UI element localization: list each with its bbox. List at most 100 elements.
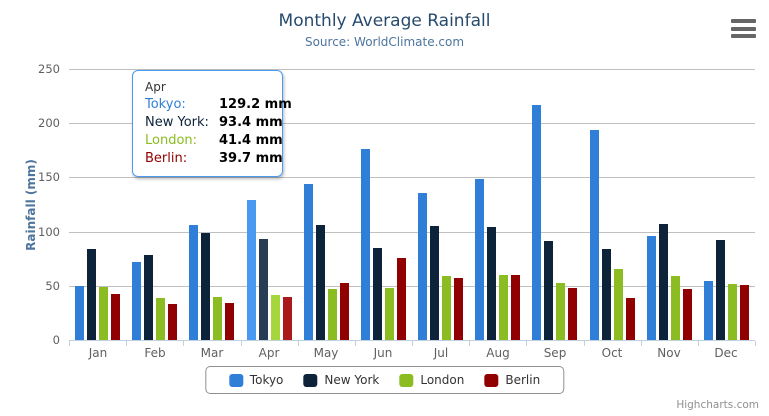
bar-new-york-nov[interactable] — [659, 224, 668, 340]
bar-london-jun[interactable] — [385, 288, 394, 340]
x-axis-tick — [526, 341, 527, 346]
bar-berlin-dec[interactable] — [740, 285, 749, 340]
bar-london-dec[interactable] — [728, 284, 737, 340]
x-axis-tick — [584, 341, 585, 346]
tooltip-series-value: 93.4 mm — [219, 115, 283, 130]
legend-item-tokyo[interactable]: Tokyo — [228, 373, 284, 387]
x-axis-tick — [241, 341, 242, 346]
tooltip-series-value: 39.7 mm — [219, 151, 283, 166]
x-axis-tick — [698, 341, 699, 346]
bar-london-may[interactable] — [328, 289, 337, 340]
bar-berlin-feb[interactable] — [168, 304, 177, 340]
tooltip-series-label: Berlin: — [145, 151, 188, 166]
bar-tokyo-jan[interactable] — [75, 286, 84, 340]
gridline-50 — [69, 286, 755, 287]
tooltip-series-value: 41.4 mm — [219, 133, 283, 148]
x-axis-tick — [755, 341, 756, 346]
bar-tokyo-mar[interactable] — [189, 225, 198, 340]
x-axis-label-dec: Dec — [714, 346, 738, 360]
legend-item-berlin[interactable]: Berlin — [484, 373, 540, 387]
x-axis-label-jun: Jun — [373, 346, 393, 360]
bar-berlin-mar[interactable] — [225, 303, 234, 340]
bar-new-york-oct[interactable] — [602, 249, 611, 340]
x-axis-label-jan: Jan — [88, 346, 108, 360]
bar-london-sep[interactable] — [556, 283, 565, 340]
bar-new-york-may[interactable] — [316, 225, 325, 340]
tooltip-row-london: London: 41.4 mm — [145, 132, 283, 150]
gridline-250 — [69, 69, 755, 70]
x-axis-tick — [355, 341, 356, 346]
bar-new-york-jun[interactable] — [373, 248, 382, 340]
legend-item-london[interactable]: London — [399, 373, 464, 387]
y-axis-label-250: 250 — [38, 62, 60, 76]
x-axis-label-may: May — [313, 346, 339, 360]
bar-new-york-jan[interactable] — [87, 249, 96, 340]
bar-berlin-oct[interactable] — [626, 298, 635, 340]
bar-tokyo-feb[interactable] — [132, 262, 141, 340]
tooltip-series-label: Tokyo: — [145, 97, 186, 112]
x-axis-tick — [298, 341, 299, 346]
bar-tokyo-oct[interactable] — [590, 130, 599, 340]
bar-new-york-dec[interactable] — [716, 240, 725, 340]
x-axis-label-jul: Jul — [433, 346, 449, 360]
x-axis-tick — [69, 341, 70, 346]
legend-swatch-icon — [399, 373, 414, 387]
bar-london-jan[interactable] — [99, 287, 108, 340]
bar-tokyo-may[interactable] — [304, 184, 313, 340]
x-axis-tick — [469, 341, 470, 346]
bar-tokyo-nov[interactable] — [647, 236, 656, 340]
bar-tokyo-jul[interactable] — [418, 193, 427, 340]
legend-swatch-icon — [484, 373, 499, 387]
bar-tokyo-aug[interactable] — [475, 179, 484, 340]
bar-berlin-apr[interactable] — [283, 297, 292, 340]
bar-berlin-nov[interactable] — [683, 289, 692, 340]
bar-london-oct[interactable] — [614, 269, 623, 340]
bar-london-mar[interactable] — [213, 297, 222, 340]
bar-new-york-apr[interactable] — [259, 239, 268, 340]
bar-berlin-aug[interactable] — [511, 275, 520, 340]
x-axis-label-feb: Feb — [144, 346, 166, 360]
legend-swatch-icon — [228, 373, 243, 387]
bar-new-york-jul[interactable] — [430, 226, 439, 340]
bar-berlin-jun[interactable] — [397, 258, 406, 340]
bar-tokyo-sep[interactable] — [532, 105, 541, 340]
bar-london-jul[interactable] — [442, 276, 451, 340]
y-axis-label-150: 150 — [38, 170, 60, 184]
bar-tokyo-dec[interactable] — [704, 281, 713, 340]
x-axis-label-apr: Apr — [258, 346, 280, 360]
bar-london-apr[interactable] — [271, 295, 280, 340]
bar-new-york-sep[interactable] — [544, 241, 553, 340]
legend-label: New York — [324, 373, 380, 387]
x-axis-tick — [126, 341, 127, 346]
gridline-150 — [69, 177, 755, 178]
bar-london-nov[interactable] — [671, 276, 680, 340]
tooltip-row-tokyo: Tokyo: 129.2 mm — [145, 96, 292, 114]
bar-berlin-jan[interactable] — [111, 294, 120, 340]
bar-berlin-jul[interactable] — [454, 278, 463, 340]
tooltip-row-berlin: Berlin: 39.7 mm — [145, 150, 283, 168]
x-axis-label-nov: Nov — [657, 346, 681, 360]
chart-subtitle: Source: WorldClimate.com — [304, 35, 465, 49]
bar-tokyo-apr[interactable] — [247, 200, 256, 340]
bar-berlin-may[interactable] — [340, 283, 349, 340]
x-axis-tick — [412, 341, 413, 346]
y-axis-label-200: 200 — [38, 116, 60, 130]
gridline-100 — [69, 232, 755, 233]
bar-new-york-feb[interactable] — [144, 255, 153, 340]
bar-tokyo-jun[interactable] — [361, 149, 370, 340]
bar-new-york-aug[interactable] — [487, 227, 496, 340]
bar-london-feb[interactable] — [156, 298, 165, 340]
legend-label: Berlin — [505, 373, 541, 387]
bar-new-york-mar[interactable] — [201, 233, 210, 340]
bar-berlin-sep[interactable] — [568, 288, 577, 340]
x-axis-label-mar: Mar — [200, 346, 224, 360]
export-menu-button[interactable] — [730, 18, 758, 42]
legend-swatch-icon — [303, 373, 318, 387]
legend-item-new-york[interactable]: New York — [303, 373, 379, 387]
legend-label: Tokyo — [249, 373, 284, 387]
tooltip-category: Apr — [145, 80, 166, 94]
tooltip-series-value: 129.2 mm — [219, 97, 292, 112]
credits-link[interactable]: Highcharts.com — [676, 399, 759, 411]
bar-london-aug[interactable] — [499, 275, 508, 340]
